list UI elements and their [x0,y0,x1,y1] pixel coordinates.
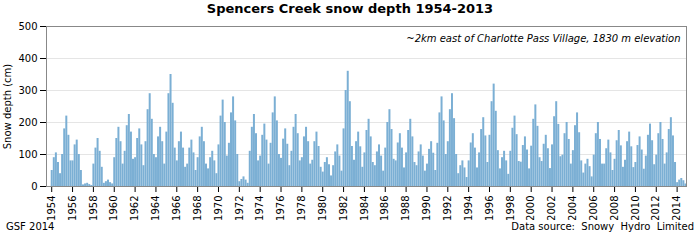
svg-text:1970: 1970 [213,196,224,221]
svg-text:1954: 1954 [46,196,57,221]
svg-text:200: 200 [18,117,37,128]
svg-text:1994: 1994 [463,196,474,221]
svg-text:1982: 1982 [338,196,349,221]
svg-text:1956: 1956 [67,196,78,221]
svg-text:1990: 1990 [421,196,432,221]
svg-text:~2km east of Charlotte Pass Vi: ~2km east of Charlotte Pass Village, 183… [406,33,680,44]
svg-text:1972: 1972 [234,196,245,221]
svg-text:Snow depth (cm): Snow depth (cm) [2,64,13,150]
svg-text:1962: 1962 [129,196,140,221]
svg-text:1968: 1968 [192,196,203,221]
svg-text:2004: 2004 [567,196,578,221]
svg-text:500: 500 [18,21,37,32]
svg-text:1988: 1988 [400,196,411,221]
svg-text:1984: 1984 [359,196,370,221]
svg-text:1960: 1960 [108,196,119,221]
svg-text:1980: 1980 [317,196,328,221]
svg-text:2006: 2006 [588,196,599,221]
svg-text:1966: 1966 [171,196,182,221]
svg-text:1992: 1992 [442,196,453,221]
svg-text:300: 300 [18,85,37,96]
svg-text:2014: 2014 [671,196,682,221]
html-text:GSF 2014: GSF 2014 [6,221,55,232]
svg-text:1976: 1976 [275,196,286,221]
svg-text:0: 0 [31,181,37,192]
svg-text:2000: 2000 [525,196,536,221]
html-text:Spencers Creek snow depth 1954: Spencers Creek snow depth 1954-2013 [206,1,494,16]
html-text:Data source: Snowy Hydro Limit: Data source: Snowy Hydro Limited [511,221,694,232]
svg-text:100: 100 [18,149,37,160]
svg-text:1998: 1998 [505,196,516,221]
svg-text:1986: 1986 [379,196,390,221]
svg-text:1964: 1964 [150,196,161,221]
svg-text:2012: 2012 [650,196,661,221]
svg-text:2010: 2010 [630,196,641,221]
svg-text:1958: 1958 [88,196,99,221]
svg-text:1996: 1996 [484,196,495,221]
svg-text:1974: 1974 [254,196,265,221]
svg-text:2008: 2008 [609,196,620,221]
svg-text:2002: 2002 [546,196,557,221]
svg-text:400: 400 [18,53,37,64]
svg-text:1978: 1978 [296,196,307,221]
